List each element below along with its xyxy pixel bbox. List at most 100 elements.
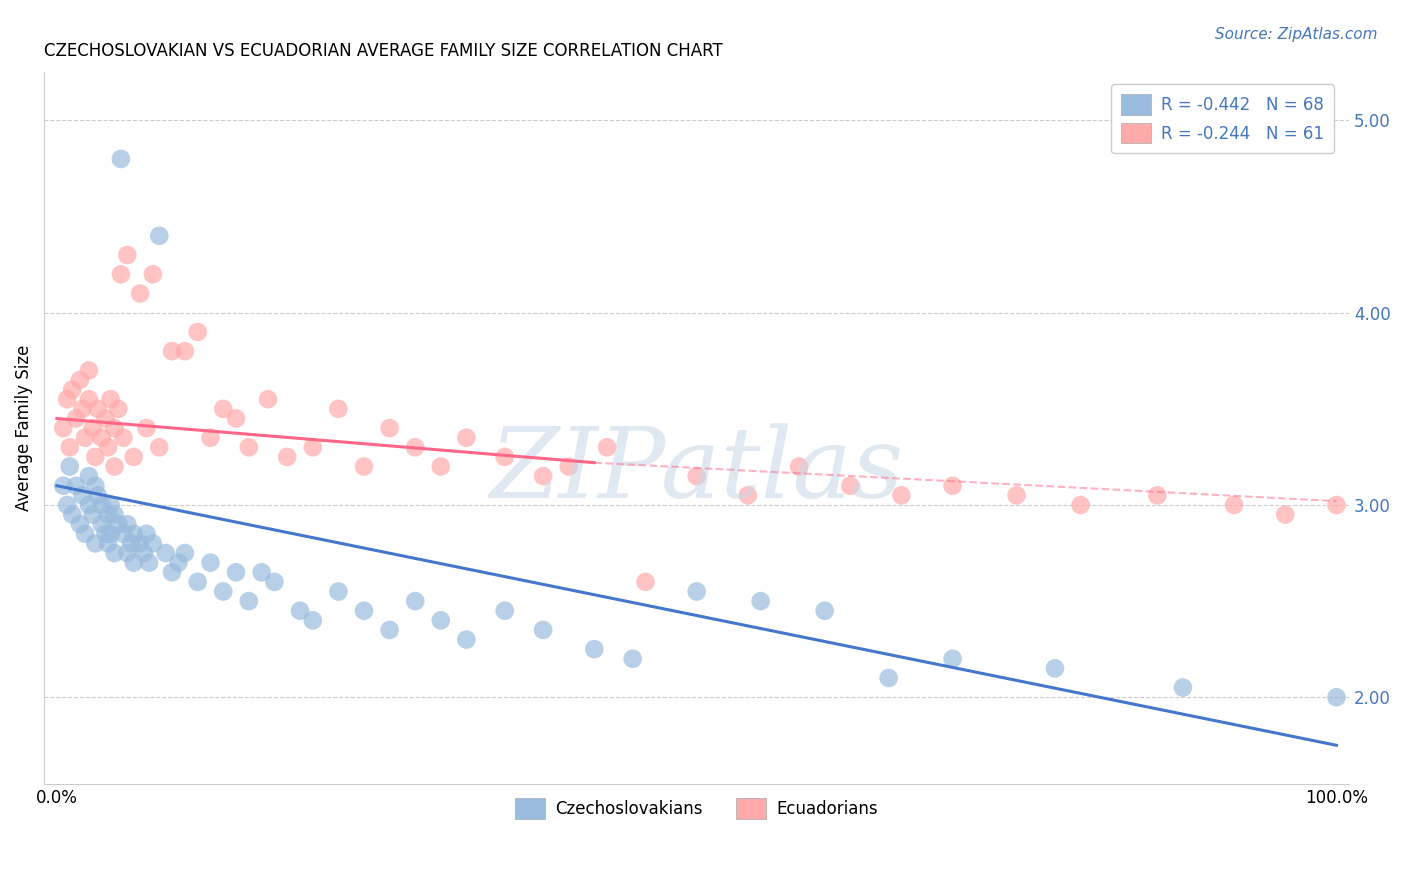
Text: Source: ZipAtlas.com: Source: ZipAtlas.com [1215,27,1378,42]
Point [82,421,104,435]
Point [52,479,75,493]
Point [942,479,965,493]
Point [103,459,125,474]
Point [429,459,451,474]
Point [404,440,426,454]
Point [103,546,125,560]
Point [160,566,183,580]
Point [122,556,145,570]
Point [129,286,152,301]
Point [100,526,122,541]
Point [378,623,401,637]
Y-axis label: Average Family Size: Average Family Size [15,345,32,511]
Point [65,411,87,425]
Point [84,479,107,493]
Point [107,401,129,416]
Point [69,517,91,532]
Point [155,546,177,560]
Point [129,536,152,550]
Point [404,594,426,608]
Point [531,469,554,483]
Point [117,546,139,560]
Point [531,623,554,637]
Point [90,498,112,512]
Point [73,431,96,445]
Point [250,566,273,580]
Point [212,584,235,599]
Point [200,431,222,445]
Point [117,248,139,262]
Point [94,411,117,425]
Point [353,604,375,618]
Point [456,632,478,647]
Point [77,363,100,377]
Point [77,469,100,483]
Point [142,267,165,281]
Point [596,440,619,454]
Point [103,508,125,522]
Point [328,584,350,599]
Point [1005,488,1028,502]
Point [110,152,132,166]
Point [737,488,759,502]
Point [69,373,91,387]
Point [94,526,117,541]
Point [1274,508,1296,522]
Point [167,556,190,570]
Point [787,459,810,474]
Point [263,574,285,589]
Point [84,450,107,464]
Point [942,652,965,666]
Point [494,604,516,618]
Point [112,526,135,541]
Point [558,459,581,474]
Point [257,392,280,407]
Point [238,594,260,608]
Point [1171,681,1194,695]
Point [429,613,451,627]
Point [77,498,100,512]
Point [200,556,222,570]
Point [814,604,837,618]
Point [173,344,195,359]
Point [59,440,82,454]
Point [1223,498,1246,512]
Point [1070,498,1092,512]
Point [148,440,170,454]
Point [103,421,125,435]
Point [97,440,120,454]
Point [225,411,247,425]
Point [1043,661,1066,675]
Point [122,526,145,541]
Point [56,392,79,407]
Point [100,498,122,512]
Point [90,517,112,532]
Point [73,526,96,541]
Point [120,536,142,550]
Point [97,536,120,550]
Point [52,421,75,435]
Point [877,671,900,685]
Point [225,566,247,580]
Point [112,431,135,445]
Point [749,594,772,608]
Point [288,604,311,618]
Point [301,440,323,454]
Point [148,228,170,243]
Point [107,517,129,532]
Point [1326,498,1348,512]
Point [187,574,209,589]
Point [138,556,160,570]
Point [686,584,709,599]
Point [1146,488,1168,502]
Point [110,267,132,281]
Point [65,479,87,493]
Point [60,508,83,522]
Legend: Czechoslovakians, Ecuadorians: Czechoslovakians, Ecuadorians [509,791,884,825]
Point [117,517,139,532]
Point [456,431,478,445]
Point [301,613,323,627]
Point [328,401,350,416]
Point [82,508,104,522]
Point [60,383,83,397]
